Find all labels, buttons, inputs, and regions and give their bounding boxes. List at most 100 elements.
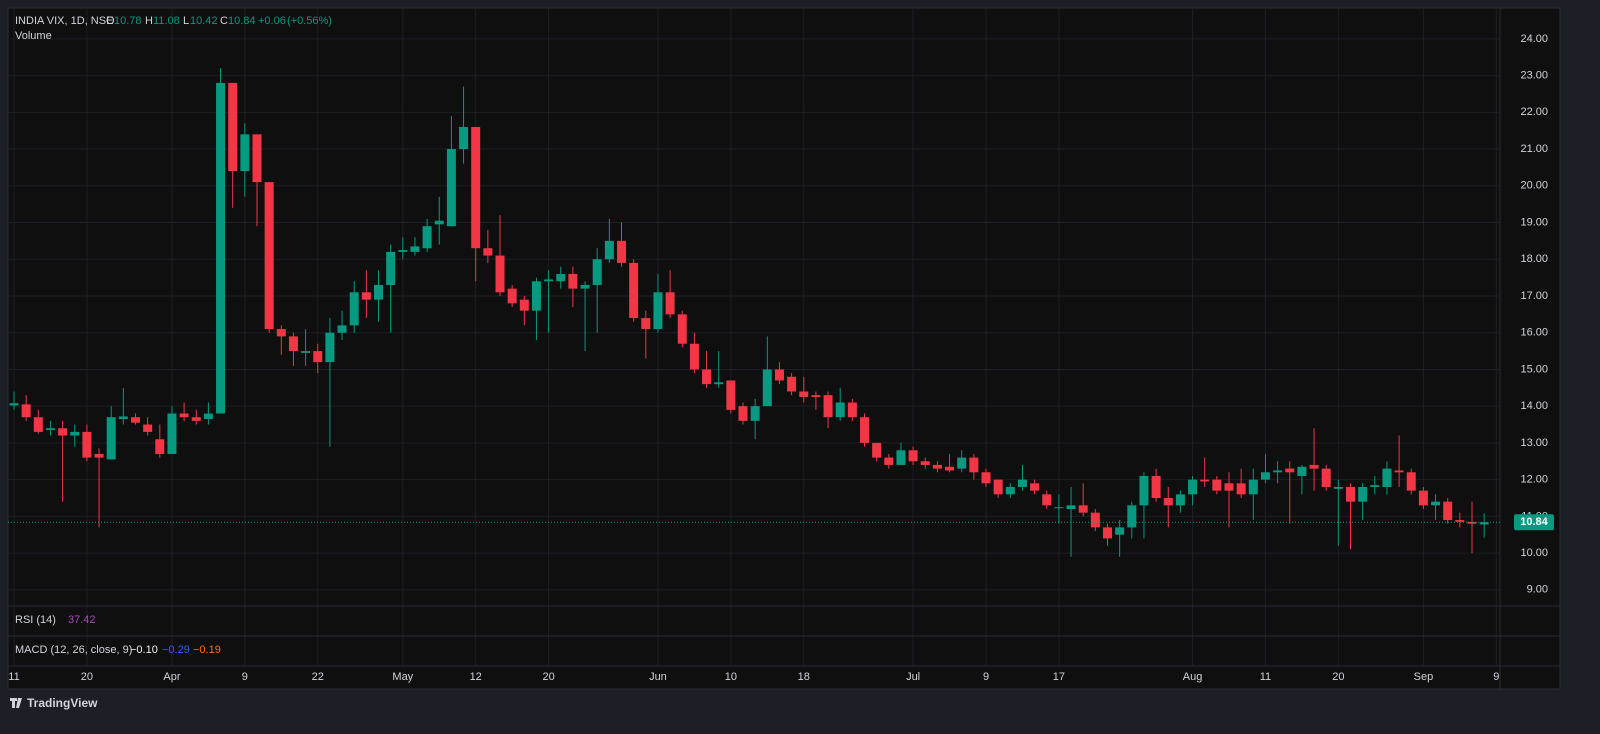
candle-body bbox=[45, 428, 55, 431]
candle-body bbox=[1200, 479, 1210, 482]
candle-body bbox=[762, 369, 772, 407]
candle-body bbox=[313, 351, 323, 363]
candle-body bbox=[1443, 501, 1453, 521]
candle-body bbox=[969, 457, 979, 473]
y-tick-label: 24.00 bbox=[1520, 33, 1548, 45]
candle-body bbox=[276, 329, 286, 337]
change-pct: (+0.56%) bbox=[287, 15, 332, 27]
candle-body bbox=[1285, 468, 1295, 473]
candle-body bbox=[349, 292, 359, 326]
y-tick-label: 14.00 bbox=[1520, 400, 1548, 412]
y-tick-label: 15.00 bbox=[1520, 363, 1548, 375]
candle-body bbox=[1394, 470, 1404, 473]
candle-body bbox=[398, 250, 408, 252]
candle-body bbox=[422, 226, 432, 249]
candle-body bbox=[993, 479, 1003, 495]
candle-body bbox=[1309, 464, 1319, 469]
logo bbox=[10, 698, 22, 708]
candle-body bbox=[106, 417, 116, 460]
candle-body bbox=[240, 134, 250, 172]
candle-body bbox=[957, 457, 967, 469]
x-tick-label: May bbox=[392, 671, 413, 683]
candle-body bbox=[301, 351, 311, 353]
x-tick-label: 9 bbox=[983, 671, 989, 683]
x-tick-label: 20 bbox=[81, 671, 93, 683]
candle-body bbox=[738, 406, 748, 421]
candle-body bbox=[580, 284, 590, 289]
candle-body bbox=[714, 382, 724, 385]
candle-body bbox=[872, 442, 882, 458]
x-tick-label: 18 bbox=[798, 671, 810, 683]
x-tick-label: 17 bbox=[1053, 671, 1065, 683]
ohlc-letter: H bbox=[145, 15, 153, 27]
last-price-tag bbox=[1514, 514, 1554, 531]
candle-body bbox=[58, 428, 68, 436]
candles bbox=[9, 68, 1489, 557]
candle-body bbox=[264, 182, 274, 330]
rsi-value: 37.42 bbox=[68, 614, 96, 626]
candle-body bbox=[689, 343, 699, 370]
candle-body bbox=[1418, 490, 1428, 506]
candle-body bbox=[1042, 494, 1052, 506]
candle-body bbox=[1260, 472, 1270, 480]
macd-label: MACD (12, 26, close, 9) bbox=[15, 644, 132, 656]
x-tick-label: 10 bbox=[725, 671, 737, 683]
macd-signal: −0.29 bbox=[162, 644, 190, 656]
rsi-label: RSI (14) bbox=[15, 614, 56, 626]
candle-body bbox=[981, 472, 991, 484]
candle-body bbox=[1030, 483, 1040, 491]
x-tick-label: Jul bbox=[906, 671, 920, 683]
candle-body bbox=[677, 314, 687, 344]
candle-body bbox=[1127, 505, 1137, 528]
candle-body bbox=[131, 417, 140, 423]
x-tick-label: 11 bbox=[1260, 671, 1271, 683]
candle-body bbox=[908, 450, 918, 462]
candle-body bbox=[604, 240, 614, 260]
x-tick-label: 12 bbox=[470, 671, 482, 683]
candle-body bbox=[568, 273, 578, 289]
candle-body bbox=[920, 461, 930, 465]
candle-body bbox=[1321, 468, 1331, 487]
candle-body bbox=[1358, 486, 1368, 502]
y-tick-label: 10.00 bbox=[1520, 547, 1548, 559]
candle-body bbox=[94, 453, 104, 458]
candle-body bbox=[1005, 486, 1015, 495]
candle-body bbox=[179, 413, 189, 418]
candle-body bbox=[860, 417, 869, 443]
candle-body bbox=[459, 127, 469, 150]
candle-body bbox=[1297, 466, 1307, 476]
candle-body bbox=[1273, 470, 1283, 473]
candle-body bbox=[884, 457, 894, 465]
candle-body bbox=[495, 255, 505, 293]
candle-body bbox=[9, 403, 19, 406]
candle-body bbox=[1224, 483, 1234, 491]
brand: TradingView bbox=[27, 696, 98, 710]
candle-body bbox=[544, 279, 554, 282]
candle-body bbox=[21, 404, 31, 418]
candle-body bbox=[519, 299, 529, 311]
y-tick-label: 9.00 bbox=[1527, 584, 1548, 596]
ohlc-letter: C bbox=[220, 15, 228, 27]
candle-body bbox=[653, 292, 663, 330]
candle-body bbox=[1248, 479, 1258, 495]
candle-body bbox=[1115, 527, 1125, 535]
candle-body bbox=[1175, 494, 1185, 506]
last-price-label: 10.84 bbox=[1520, 516, 1548, 528]
x-tick-label: Jun bbox=[649, 671, 667, 683]
candle-body bbox=[592, 259, 602, 285]
candle-body bbox=[191, 417, 201, 421]
candle-body bbox=[434, 220, 444, 225]
x-tick-label: 22 bbox=[312, 671, 324, 683]
ohlc-letter: O bbox=[106, 15, 115, 27]
candle-body bbox=[1333, 486, 1343, 489]
candle-body bbox=[1467, 521, 1477, 524]
candle-body bbox=[702, 369, 712, 385]
candle-body bbox=[446, 149, 456, 227]
candle-body bbox=[33, 417, 43, 432]
candle-body bbox=[82, 431, 92, 458]
ohlc-value: 10.42 bbox=[190, 15, 218, 27]
candle-body bbox=[1431, 501, 1441, 506]
candle-body bbox=[847, 402, 857, 418]
y-tick-label: 12.00 bbox=[1520, 474, 1548, 486]
